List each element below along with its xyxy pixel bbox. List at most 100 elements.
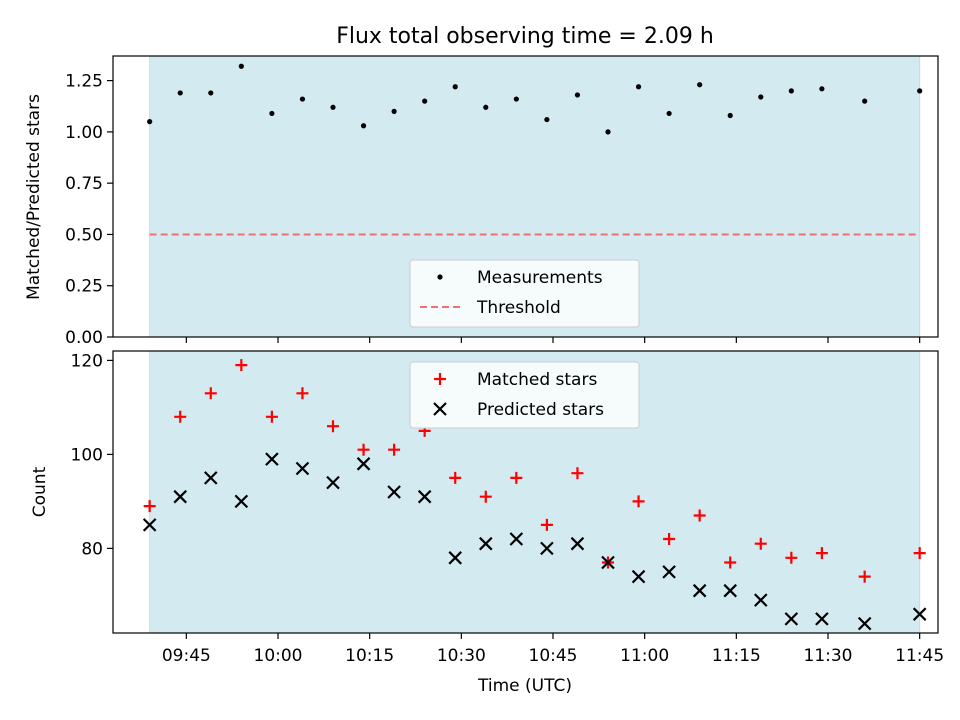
matched-star-point — [143, 500, 156, 513]
measurement-point — [574, 92, 581, 98]
count-marks — [142, 359, 927, 631]
measurement-point — [917, 88, 923, 94]
matched-star-point — [724, 556, 737, 569]
x-tick-label: 10:00 — [254, 646, 303, 666]
measurement-point — [666, 110, 672, 117]
predicted-star-point — [326, 475, 340, 490]
predicted-star-point — [754, 593, 768, 607]
threshold-legend-label: Threshold — [476, 298, 561, 318]
matched-star-point — [265, 410, 278, 423]
matched-star-point — [174, 410, 187, 423]
matched-star-point — [327, 420, 339, 433]
predicted-star-point — [417, 489, 432, 504]
count-y-axis-label: Count — [30, 466, 50, 517]
measurement-point — [635, 84, 642, 90]
x-tick-label: 11:45 — [895, 646, 944, 666]
measurement-point — [147, 119, 153, 125]
predicted-star-point — [295, 461, 310, 476]
matched-star-point — [510, 471, 523, 484]
matched-star-point — [357, 443, 370, 456]
matched-legend-label: Matched stars — [477, 370, 597, 390]
chart-title: Flux total observing time = 2.09 h — [336, 24, 714, 49]
predicted-star-point — [234, 494, 249, 509]
y-tick-label: 120 — [71, 351, 103, 371]
matched-star-point — [693, 509, 706, 522]
x-tick-label: 09:45 — [162, 646, 211, 666]
matched-legend-marker — [434, 373, 446, 385]
predicted-star-point — [857, 616, 872, 631]
ratio-axis-ticks: 0.00 0.25 0.50 0.75 1.00 1.25 — [65, 72, 921, 348]
count-legend-box — [409, 361, 640, 429]
matched-star-point — [913, 547, 926, 560]
measurement-point — [177, 90, 183, 96]
y-tick-label: 100 — [71, 445, 103, 465]
matched-star-point — [204, 387, 217, 400]
x-axis-label: Time (UTC) — [477, 676, 572, 696]
y-tick-label: 0.75 — [65, 174, 103, 194]
measurement-point — [391, 108, 397, 114]
predicted-star-point — [173, 489, 187, 504]
predicted-star-point — [142, 518, 157, 532]
measurement-point — [452, 84, 458, 90]
measurement-point — [727, 112, 733, 119]
count-legend: Matched stars Predicted stars — [409, 361, 640, 429]
predicted-star-point — [631, 569, 646, 584]
matched-star-point — [754, 537, 767, 550]
matched-star-point — [785, 551, 798, 564]
ratio-marks — [147, 63, 923, 236]
y-tick-label: 0.50 — [65, 225, 103, 245]
measurement-point — [697, 82, 703, 88]
matched-star-point — [858, 570, 871, 583]
predicted-star-point — [692, 583, 707, 598]
matched-star-point — [632, 495, 645, 508]
x-tick-label: 10:45 — [529, 646, 578, 666]
predicted-star-point — [448, 551, 462, 565]
predicted-star-point — [784, 612, 799, 626]
measurement-point — [238, 63, 244, 69]
predicted-legend-label: Predicted stars — [477, 400, 604, 420]
measurement-point — [513, 96, 519, 102]
predicted-star-point — [601, 555, 615, 570]
measurement-point — [862, 98, 868, 104]
ratio-y-axis-label: Matched/Predicted stars — [24, 94, 44, 300]
measurement-point — [422, 98, 428, 104]
matched-star-point — [663, 533, 676, 545]
ratio-legend: Measurements Threshold — [409, 259, 640, 328]
measurements-legend-marker — [437, 274, 443, 280]
predicted-star-point — [662, 565, 676, 579]
x-tick-label: 10:30 — [437, 646, 486, 666]
y-tick-label: 1.00 — [65, 123, 103, 143]
measurement-point — [360, 123, 367, 129]
measurement-point — [758, 94, 764, 100]
y-tick-label: 0.25 — [65, 277, 103, 297]
predicted-star-point — [265, 452, 279, 466]
x-tick-label: 11:00 — [620, 646, 669, 666]
matched-star-point — [296, 387, 309, 400]
matched-star-point — [571, 467, 584, 480]
measurement-point — [544, 116, 550, 123]
predicted-star-point — [570, 536, 585, 551]
x-tick-label: 11:15 — [712, 646, 761, 666]
x-tick-label: 10:15 — [345, 646, 394, 666]
count-panel: 80 100 120 09:45 10:00 10:15 10:30 10:45 11:00 11… — [30, 350, 944, 696]
predicted-star-point — [815, 612, 829, 626]
measurements-legend-label: Measurements — [477, 268, 603, 288]
predicted-star-point — [479, 536, 493, 551]
predicted-star-point — [387, 485, 401, 499]
y-tick-label: 1.25 — [65, 72, 103, 92]
predicted-star-point — [509, 532, 524, 546]
ratio-plot-frame — [112, 55, 939, 338]
y-tick-label: 80 — [81, 539, 103, 559]
measurement-point — [299, 96, 306, 102]
y-tick-label: 0.00 — [65, 328, 103, 348]
predicted-star-point — [356, 457, 371, 471]
predicted-star-point — [912, 607, 927, 621]
matched-star-point — [235, 359, 248, 372]
predicted-star-point — [540, 541, 554, 556]
count-plot-frame — [112, 350, 939, 634]
x-tick-label: 11:30 — [804, 646, 853, 666]
predicted-star-point — [723, 583, 737, 598]
measurement-point — [819, 86, 825, 92]
predicted-legend-marker — [433, 402, 447, 416]
